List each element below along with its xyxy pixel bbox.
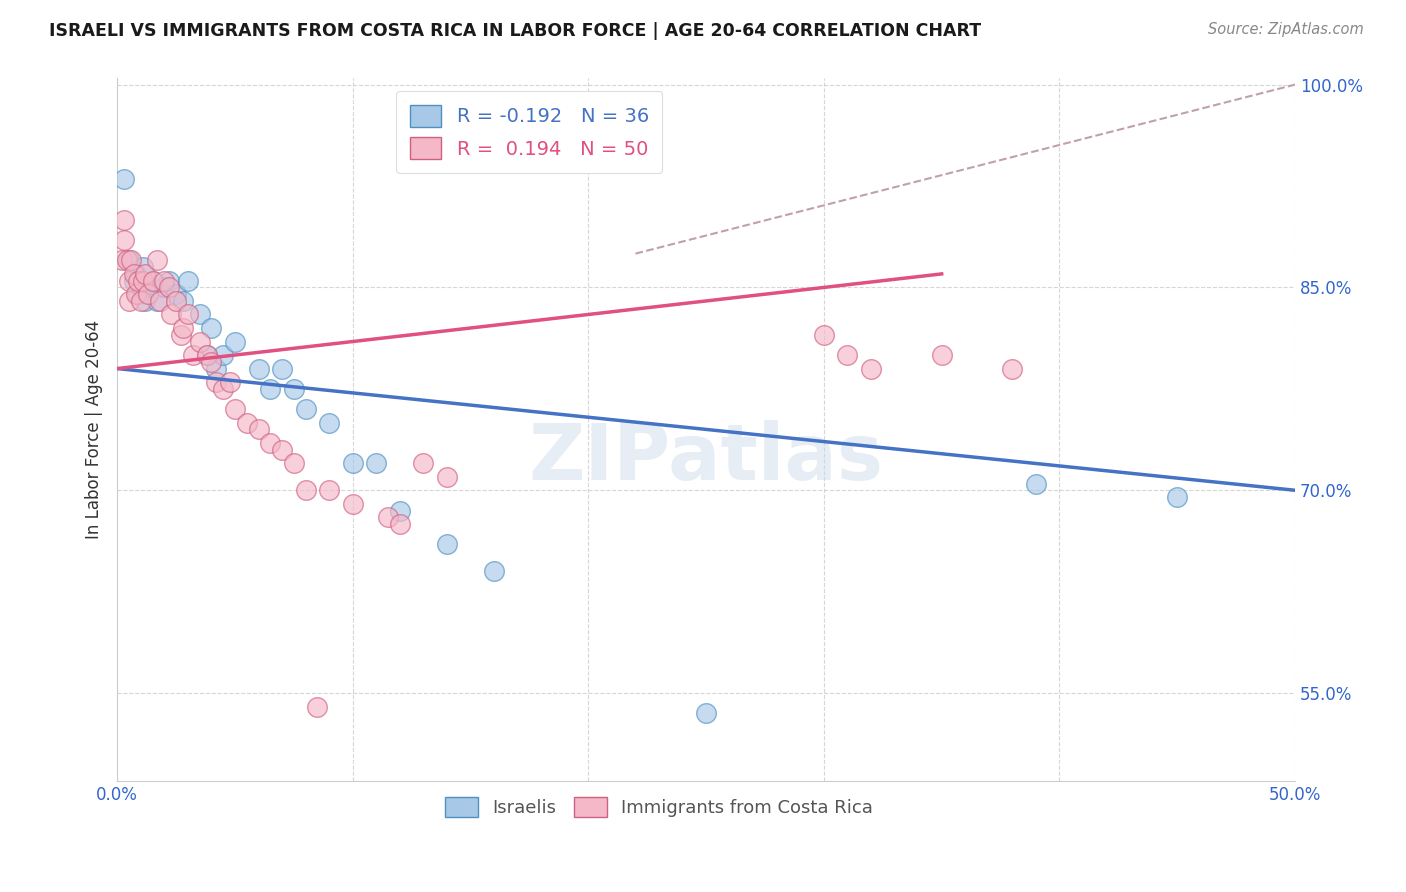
Point bbox=[165, 287, 187, 301]
Point bbox=[283, 382, 305, 396]
Point bbox=[342, 497, 364, 511]
Point bbox=[136, 287, 159, 301]
Point bbox=[235, 416, 257, 430]
Point bbox=[247, 422, 270, 436]
Point bbox=[837, 348, 859, 362]
Point bbox=[115, 253, 138, 268]
Point bbox=[366, 456, 388, 470]
Point bbox=[122, 267, 145, 281]
Point bbox=[271, 442, 294, 457]
Point bbox=[153, 280, 176, 294]
Point bbox=[157, 280, 180, 294]
Point bbox=[436, 537, 458, 551]
Point bbox=[120, 253, 142, 268]
Point bbox=[136, 280, 159, 294]
Point bbox=[318, 416, 340, 430]
Point bbox=[125, 287, 148, 301]
Point bbox=[294, 483, 316, 498]
Point bbox=[177, 274, 200, 288]
Point bbox=[122, 274, 145, 288]
Point bbox=[157, 274, 180, 288]
Point bbox=[212, 348, 235, 362]
Point bbox=[436, 469, 458, 483]
Point bbox=[412, 456, 434, 470]
Point bbox=[1025, 476, 1047, 491]
Point bbox=[177, 308, 200, 322]
Point bbox=[318, 483, 340, 498]
Point bbox=[149, 293, 172, 308]
Point bbox=[188, 308, 211, 322]
Point bbox=[931, 348, 953, 362]
Point bbox=[134, 293, 156, 308]
Point bbox=[205, 375, 228, 389]
Point bbox=[172, 321, 194, 335]
Point bbox=[224, 402, 246, 417]
Point bbox=[127, 274, 149, 288]
Point bbox=[195, 348, 218, 362]
Point bbox=[259, 436, 281, 450]
Point bbox=[342, 456, 364, 470]
Point bbox=[200, 321, 222, 335]
Point bbox=[813, 327, 835, 342]
Point bbox=[482, 565, 505, 579]
Point bbox=[1166, 490, 1188, 504]
Point bbox=[200, 355, 222, 369]
Point bbox=[259, 382, 281, 396]
Point bbox=[695, 706, 717, 721]
Point bbox=[112, 212, 135, 227]
Y-axis label: In Labor Force | Age 20-64: In Labor Force | Age 20-64 bbox=[86, 320, 103, 539]
Point bbox=[129, 293, 152, 308]
Point bbox=[160, 308, 183, 322]
Point bbox=[172, 293, 194, 308]
Text: Source: ZipAtlas.com: Source: ZipAtlas.com bbox=[1208, 22, 1364, 37]
Point bbox=[283, 456, 305, 470]
Point bbox=[129, 280, 152, 294]
Point bbox=[271, 361, 294, 376]
Point bbox=[188, 334, 211, 349]
Point bbox=[118, 253, 141, 268]
Point bbox=[219, 375, 242, 389]
Point bbox=[112, 172, 135, 186]
Point bbox=[247, 361, 270, 376]
Point bbox=[224, 334, 246, 349]
Point bbox=[112, 233, 135, 247]
Point bbox=[134, 267, 156, 281]
Point bbox=[170, 327, 193, 342]
Point bbox=[118, 293, 141, 308]
Point bbox=[212, 382, 235, 396]
Point bbox=[307, 699, 329, 714]
Point bbox=[146, 293, 169, 308]
Point bbox=[141, 274, 163, 288]
Point bbox=[181, 348, 204, 362]
Text: ZIPatlas: ZIPatlas bbox=[529, 419, 883, 496]
Point bbox=[111, 253, 134, 268]
Point bbox=[146, 253, 169, 268]
Point bbox=[1001, 361, 1024, 376]
Point bbox=[165, 293, 187, 308]
Point bbox=[388, 517, 411, 532]
Point bbox=[294, 402, 316, 417]
Point bbox=[388, 503, 411, 517]
Point bbox=[118, 274, 141, 288]
Point bbox=[141, 274, 163, 288]
Point bbox=[205, 361, 228, 376]
Point bbox=[153, 274, 176, 288]
Legend: Israelis, Immigrants from Costa Rica: Israelis, Immigrants from Costa Rica bbox=[437, 789, 880, 825]
Point bbox=[132, 260, 155, 274]
Point bbox=[195, 348, 218, 362]
Point bbox=[132, 274, 155, 288]
Point bbox=[125, 267, 148, 281]
Point bbox=[377, 510, 399, 524]
Point bbox=[127, 287, 149, 301]
Text: ISRAELI VS IMMIGRANTS FROM COSTA RICA IN LABOR FORCE | AGE 20-64 CORRELATION CHA: ISRAELI VS IMMIGRANTS FROM COSTA RICA IN… bbox=[49, 22, 981, 40]
Point bbox=[859, 361, 882, 376]
